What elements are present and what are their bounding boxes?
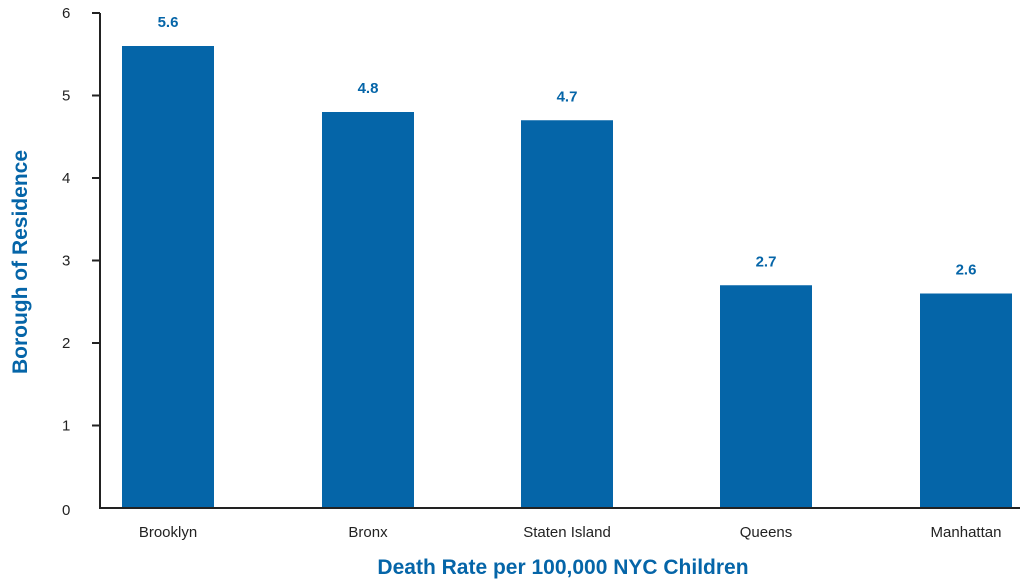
y-tick-label: 5 bbox=[62, 88, 70, 105]
data-label: 4.8 bbox=[358, 80, 379, 97]
y-tick-label: 4 bbox=[62, 170, 70, 187]
bar bbox=[720, 285, 812, 508]
data-label: 2.6 bbox=[956, 262, 977, 279]
data-labels-group: 5.6 4.8 4.7 2.7 2.6 bbox=[158, 14, 977, 279]
y-tick-label: 0 bbox=[62, 502, 70, 519]
bar bbox=[122, 46, 214, 508]
x-axis-title: Death Rate per 100,000 NYC Children bbox=[377, 556, 748, 579]
data-label: 4.7 bbox=[557, 88, 578, 105]
bar bbox=[521, 120, 613, 508]
data-label: 2.7 bbox=[756, 253, 777, 270]
category-label: Brooklyn bbox=[139, 524, 197, 541]
category-label: Bronx bbox=[348, 524, 388, 541]
y-axis-ticks: 0 1 2 3 4 5 6 bbox=[62, 5, 100, 519]
y-tick-label: 6 bbox=[62, 5, 70, 22]
category-label: Manhattan bbox=[931, 524, 1002, 541]
y-tick-label: 1 bbox=[62, 418, 70, 435]
bars-group bbox=[122, 46, 1012, 508]
y-axis-title: Borough of Residence bbox=[9, 150, 32, 374]
y-tick-label: 3 bbox=[62, 253, 70, 270]
bar bbox=[322, 112, 414, 508]
y-tick-label: 2 bbox=[62, 335, 70, 352]
category-labels-group: Brooklyn Bronx Staten Island Queens Manhatta… bbox=[139, 524, 1002, 541]
data-label: 5.6 bbox=[158, 14, 179, 31]
bar bbox=[920, 293, 1012, 508]
category-label: Staten Island bbox=[523, 524, 611, 541]
category-label: Queens bbox=[740, 524, 793, 541]
